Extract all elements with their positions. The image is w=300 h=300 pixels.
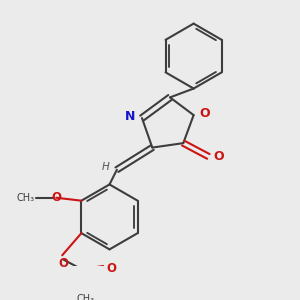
Text: O: O	[214, 150, 224, 163]
Text: O: O	[106, 262, 116, 275]
Text: CH₃: CH₃	[77, 294, 95, 300]
Text: O: O	[59, 257, 69, 270]
Text: H: H	[102, 162, 110, 172]
Text: CH₃: CH₃	[16, 193, 34, 203]
Text: N: N	[125, 110, 136, 123]
Text: O: O	[200, 107, 210, 120]
Text: O: O	[51, 191, 61, 204]
